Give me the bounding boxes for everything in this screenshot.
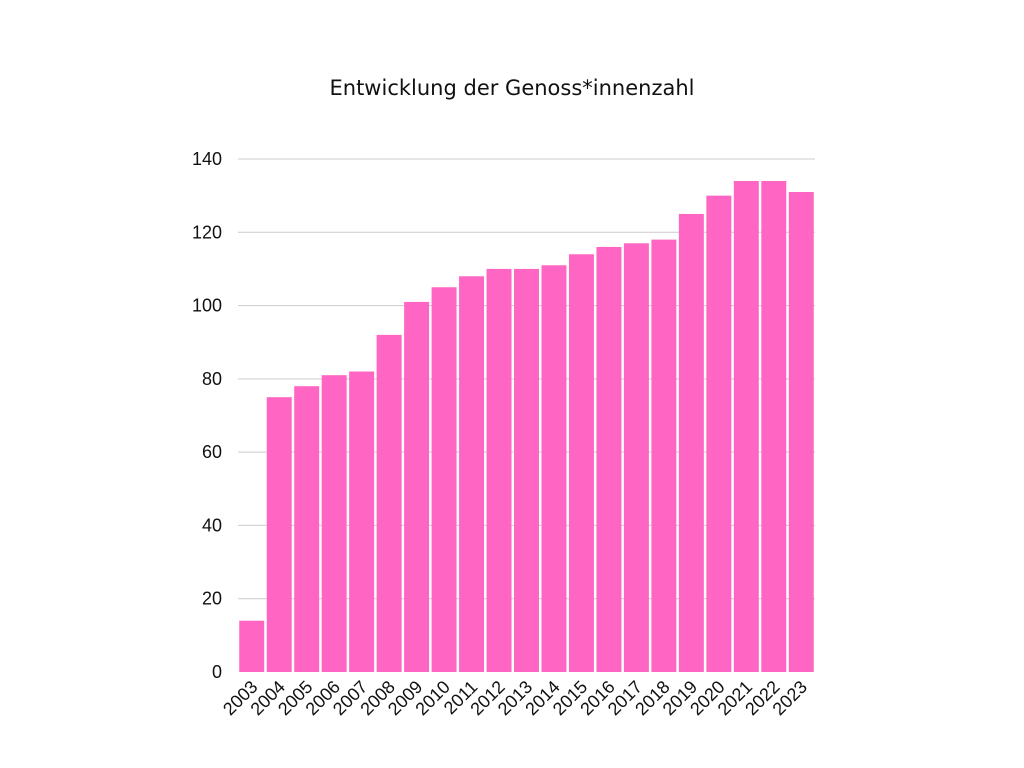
chart-title: Entwicklung der Genoss*innenzahl: [329, 76, 695, 100]
bar-2018: [651, 239, 677, 673]
bar-2012: [486, 268, 512, 672]
bar-2014: [541, 265, 567, 672]
bar-2021: [733, 180, 759, 673]
y-tick-label: 100: [192, 296, 222, 316]
bar-2022: [761, 180, 787, 673]
bar-2006: [321, 375, 347, 672]
bar-2004: [266, 397, 292, 672]
bar-2007: [349, 371, 375, 672]
bar-2013: [514, 268, 539, 672]
bar-2011: [459, 276, 485, 672]
y-tick-label: 140: [192, 149, 222, 169]
bar-2017: [623, 243, 649, 672]
x-axis-ticks: 2003200420052006200720082009201020112012…: [219, 677, 811, 719]
bars: [239, 180, 814, 673]
bar-2005: [294, 386, 320, 672]
bar-2010: [431, 287, 457, 672]
y-tick-label: 20: [202, 589, 222, 609]
bar-2016: [596, 246, 622, 672]
y-axis-ticks: 0 20 40 60 80 100 120 140: [192, 149, 222, 682]
y-tick-label: 60: [202, 442, 222, 462]
bar-2019: [678, 213, 704, 672]
y-tick-label: 0: [212, 662, 222, 682]
y-tick-label: 40: [202, 515, 222, 535]
bar-2008: [376, 334, 402, 672]
y-tick-label: 80: [202, 369, 222, 389]
bar-2015: [568, 254, 594, 672]
bar-2023: [788, 191, 814, 673]
bar-2009: [404, 301, 430, 672]
y-tick-label: 120: [192, 222, 222, 242]
bar-2020: [706, 195, 732, 672]
bar-2003: [239, 620, 265, 672]
